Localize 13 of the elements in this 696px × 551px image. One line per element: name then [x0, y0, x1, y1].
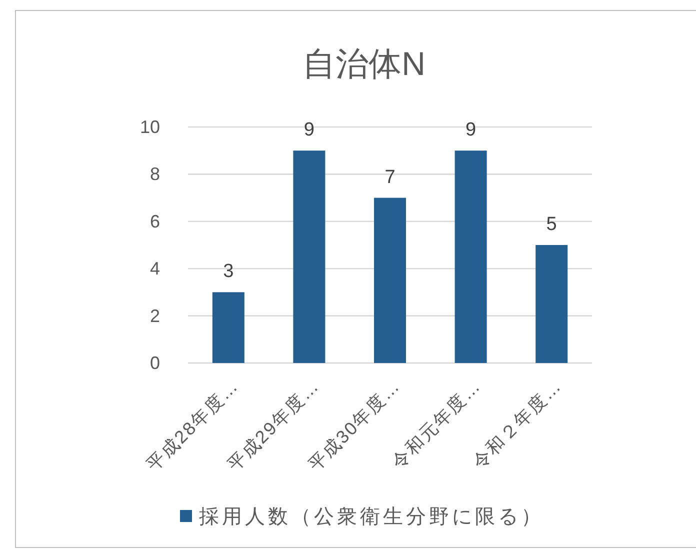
data-label: 9 [304, 120, 314, 141]
y-tick-label: 4 [150, 258, 160, 279]
title: 自治体N [302, 45, 426, 82]
data-label: 5 [546, 214, 557, 235]
y-tick-label: 2 [150, 306, 160, 326]
y-tick-label: 0 [150, 353, 160, 373]
data-label: 3 [223, 261, 234, 282]
y-tick-label: 8 [150, 164, 160, 184]
y-tick-label: 6 [150, 211, 160, 232]
legend-label: 採用人数（公衆衛生分野に限る） [199, 506, 544, 528]
data-label: 9 [466, 120, 476, 141]
y-tick-label: 10 [140, 117, 160, 137]
data-label: 7 [384, 166, 396, 188]
